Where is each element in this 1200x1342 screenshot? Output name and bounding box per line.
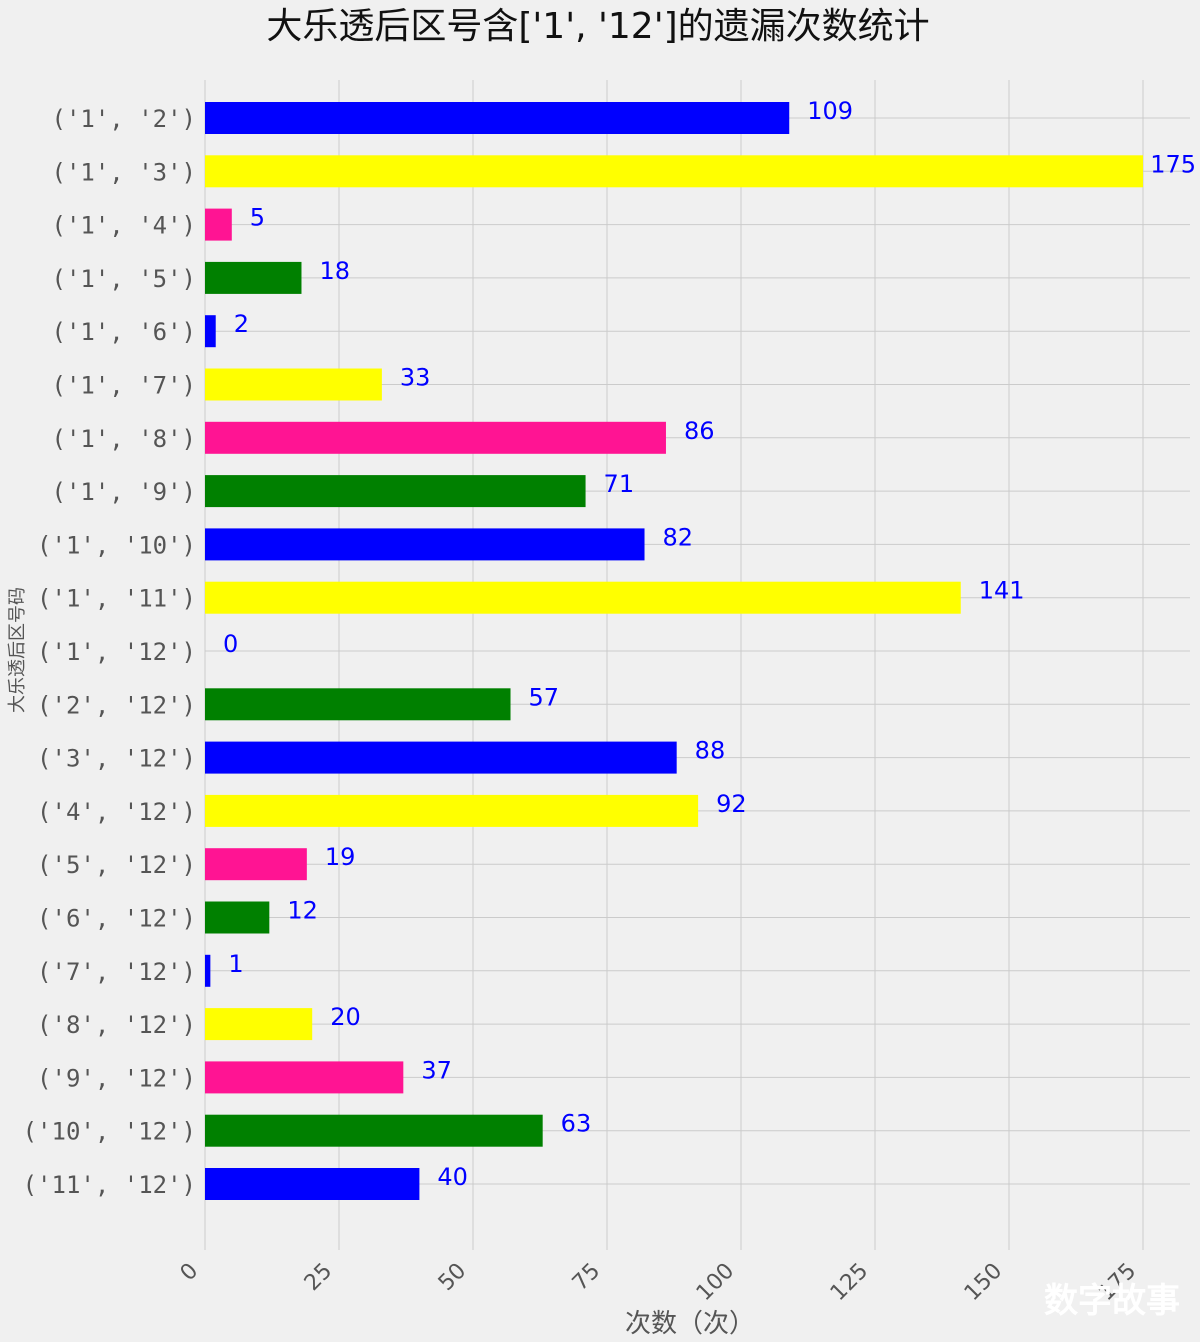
value-label: 40 [437,1163,468,1191]
y-tick-label: ('1', '2') [52,105,197,133]
value-label: 141 [979,577,1025,605]
bar [205,1168,420,1200]
value-label: 109 [807,97,853,125]
x-tick-label: 125 [826,1259,873,1306]
value-label: 12 [287,897,318,925]
y-tick-label: ('1', '8') [52,425,197,453]
bar [205,475,586,508]
y-tick-label: ('1', '10') [37,531,196,559]
bar [205,528,645,561]
value-label: 37 [421,1056,452,1084]
value-label: 18 [319,257,350,285]
y-tick-label: ('11', '12') [23,1171,196,1199]
bar [205,1114,543,1147]
bar [205,102,790,134]
bar [205,261,302,294]
bar [205,1008,313,1041]
y-tick-label: ('1', '4') [52,212,197,240]
y-tick-label: ('4', '12') [37,798,196,826]
y-tick-label: ('9', '12') [37,1064,196,1092]
x-tick-label: 25 [300,1259,337,1296]
y-tick-label: ('1', '12') [37,638,196,666]
bar [205,315,216,348]
watermark-text: 数字故事 [1044,1281,1180,1321]
value-label: 88 [695,737,726,765]
y-tick-label: ('1', '11') [37,585,196,613]
value-label: 86 [684,417,715,445]
bar [205,848,307,881]
value-label: 5 [250,204,265,232]
value-label: 1 [228,950,243,978]
bar [205,688,511,721]
bars-group [205,102,1143,1200]
bar [205,954,211,987]
value-label: 175 [1150,150,1196,178]
y-tick-label: ('1', '6') [52,318,197,346]
bar [205,208,232,241]
bar [205,368,382,401]
value-label: 19 [325,843,356,871]
value-label: 0 [223,630,238,658]
x-tick-labels: 0 25 50 75 100 125 150 175 [176,1259,1142,1306]
x-tick-label: 50 [434,1259,471,1296]
y-tick-label: ('2', '12') [37,691,196,719]
value-label: 92 [716,790,747,818]
y-tick-label: ('5', '12') [37,851,196,879]
y-tick-label: ('10', '12') [23,1118,196,1146]
y-tick-labels: ('1', '2') ('1', '3') ('1', '4') ('1', '5')… [23,105,196,1199]
y-tick-label: ('1', '5') [52,265,197,293]
value-label: 63 [561,1110,592,1138]
bar [205,581,961,614]
x-axis-label: 次数（次） [625,1309,755,1339]
y-tick-label: ('8', '12') [37,1011,196,1039]
value-label: 57 [529,683,560,711]
y-tick-label: ('1', '3') [52,158,197,186]
bar [205,155,1143,188]
x-tick-label: 75 [568,1259,605,1296]
value-label: 71 [604,470,635,498]
chart-title: 大乐透后区号含['1', '12']的遗漏次数统计 [266,6,929,47]
x-tick-label: 100 [692,1259,739,1306]
y-tick-label: ('1', '7') [52,372,197,400]
y-tick-label: ('3', '12') [37,745,196,773]
value-label: 2 [234,310,249,338]
bar [205,901,270,934]
value-label: 20 [330,1003,361,1031]
bar [205,1061,404,1094]
y-tick-label: ('1', '9') [52,478,197,506]
value-label: 33 [400,364,431,392]
y-tick-label: ('6', '12') [37,905,196,933]
y-tick-label: ('7', '12') [37,958,196,986]
bar [205,794,699,827]
x-tick-label: 0 [176,1259,204,1287]
y-axis-label: 大乐透后区号码 [7,587,28,713]
bar [205,421,666,454]
bar [205,741,677,774]
x-tick-label: 150 [960,1259,1007,1306]
value-label: 82 [663,523,694,551]
